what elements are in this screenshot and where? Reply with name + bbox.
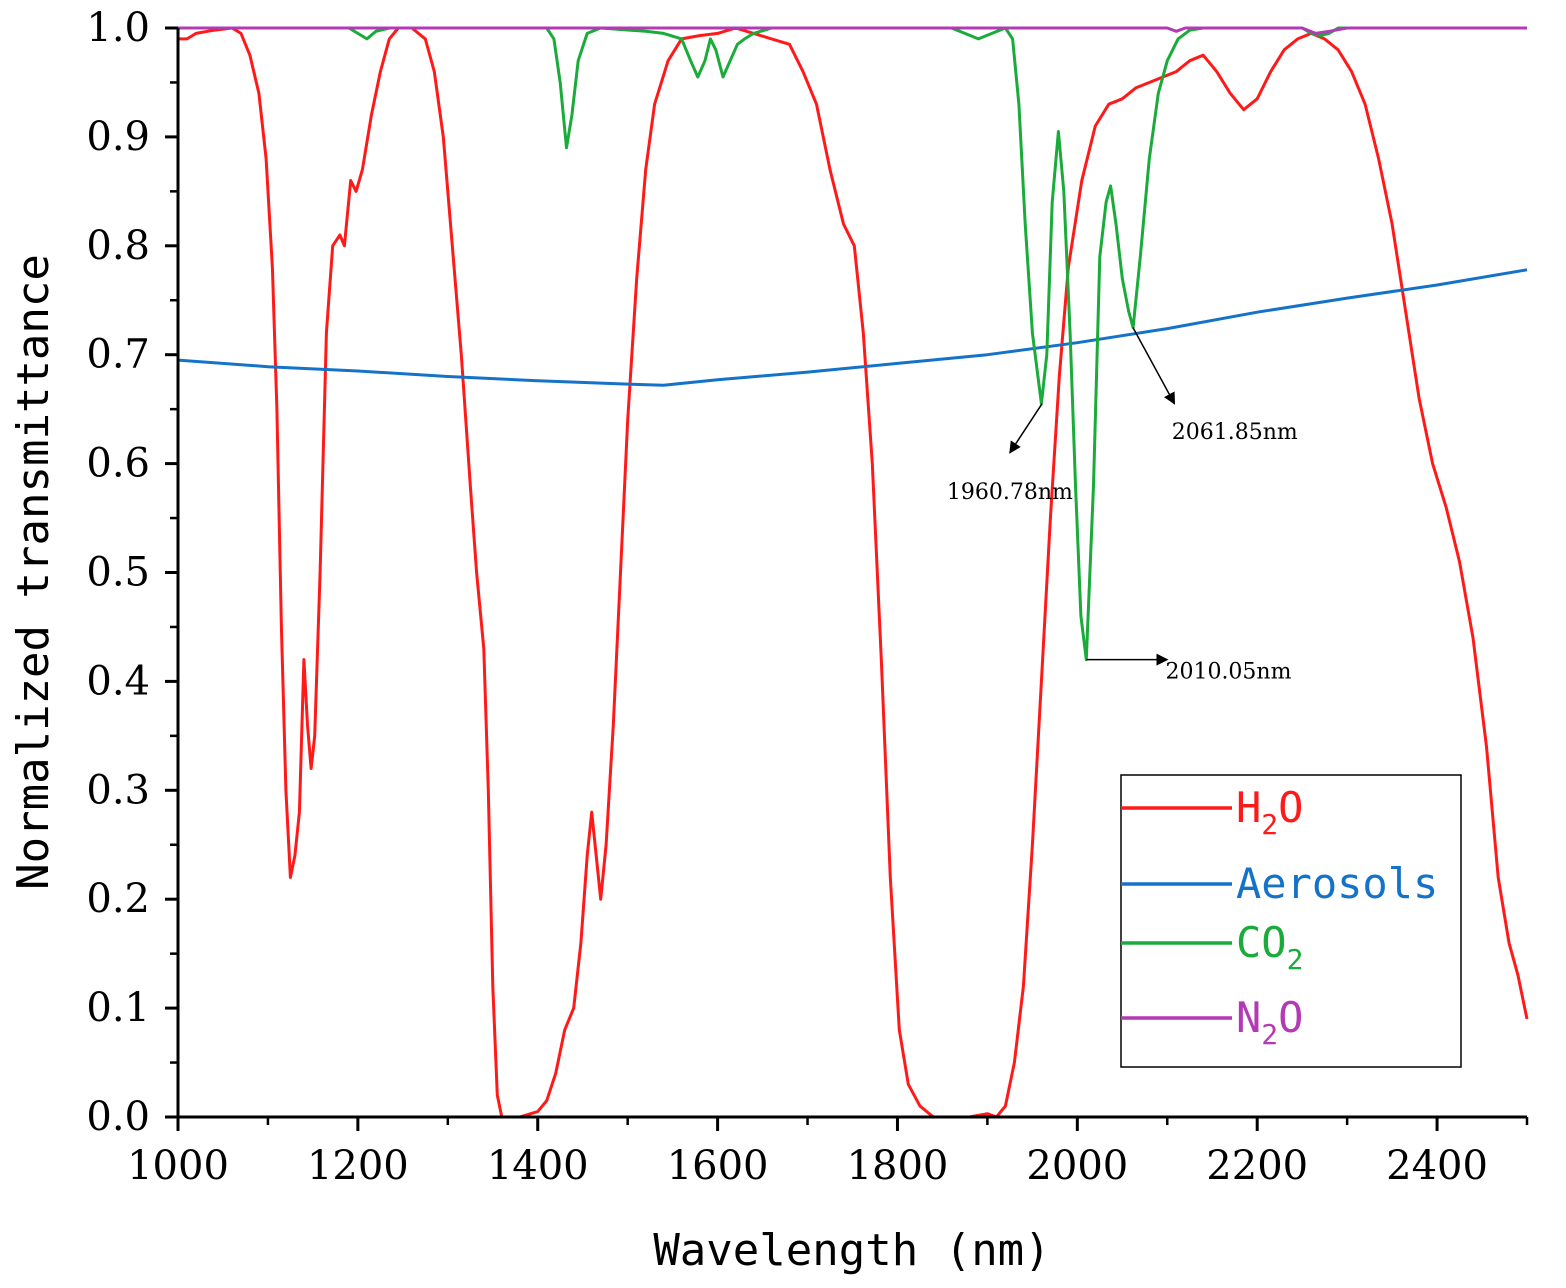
legend-label-subscript: 2 [1261, 1018, 1278, 1051]
y-tick-label: 0.7 [86, 332, 150, 378]
legend-label-n2o: N2O [1236, 993, 1303, 1051]
series-line-h2o [178, 26, 1529, 1119]
legend-label-main: Aerosols [1236, 859, 1438, 908]
series-line-n2o [178, 26, 1527, 35]
legend-label-h2o: H2O [1236, 783, 1303, 841]
x-tick-label: 1600 [667, 1143, 769, 1189]
legend-label-subscript: 2 [1261, 808, 1278, 841]
y-tick-label: 0.5 [86, 550, 150, 596]
annotation-label: 2061.85nm [1172, 420, 1298, 445]
ticks-layer: 1000 1200 1400 1600 1800 2000 2200 2400 0.0 0.1 0.… [86, 5, 1529, 1189]
y-tick-label: 0.1 [86, 985, 150, 1031]
y-tick-label: 0.6 [86, 441, 150, 487]
annotation-arrow [1009, 403, 1043, 454]
series-layer [177, 26, 1529, 1119]
y-tick-label: 0.8 [86, 223, 150, 269]
annotation-label: 2010.05nm [1165, 660, 1291, 685]
x-tick-label: 1000 [127, 1143, 229, 1189]
legend-label-tail: O [1278, 783, 1303, 832]
legend-label-co2: CO2 [1236, 918, 1303, 976]
y-tick-label: 0.2 [86, 876, 150, 922]
x-tick-label: 2200 [1206, 1143, 1308, 1189]
legend-label-main: N [1236, 993, 1261, 1042]
legend-label-main: CO [1236, 918, 1287, 967]
series-line-aerosols [177, 268, 1528, 387]
x-tick-label: 1200 [307, 1143, 409, 1189]
y-tick-label: 0.3 [86, 767, 150, 813]
annotation-layer: 1960.78nm 2010.05nm 2061.85nm [947, 327, 1298, 685]
annotation-label: 1960.78nm [947, 480, 1073, 505]
y-tick-label: 0.4 [86, 658, 150, 704]
x-tick-label: 2400 [1386, 1143, 1488, 1189]
x-tick-label: 1800 [847, 1143, 949, 1189]
y-tick-label: 0.9 [86, 114, 150, 160]
legend-label-tail: O [1278, 993, 1303, 1042]
y-tick-label: 0.0 [86, 1094, 150, 1140]
x-tick-label: 2000 [1026, 1143, 1128, 1189]
y-tick-label: 1.0 [86, 5, 150, 51]
legend-label-subscript: 2 [1287, 943, 1304, 976]
legend-label-main: H [1236, 783, 1261, 832]
x-tick-label: 1400 [487, 1143, 589, 1189]
y-axis-title: Normalized transmittance [8, 254, 59, 890]
x-axis-title: Wavelength (nm) [653, 1225, 1050, 1276]
annotation-arrow [1132, 327, 1176, 405]
series-line-co2 [178, 26, 1527, 662]
legend-label-aerosols: Aerosols [1236, 859, 1438, 908]
